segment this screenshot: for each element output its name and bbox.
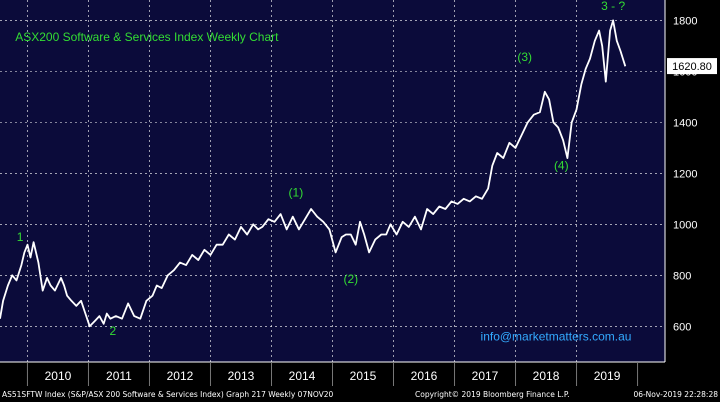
x-tick-label: 2015 <box>350 369 377 383</box>
footer-bar: AS51SFTW Index (S&P/ASX 200 Software & S… <box>0 388 720 402</box>
footer-security-info: AS51SFTW Index (S&P/ASX 200 Software & S… <box>2 390 334 399</box>
last-value-tag: 1620.80 <box>667 58 717 75</box>
y-tick-label: 1000 <box>673 219 697 231</box>
wave-label: (4) <box>554 159 569 173</box>
x-tick-label: 2014 <box>289 369 316 383</box>
gridlines <box>0 0 665 362</box>
wave-label: 3 - ? <box>601 0 625 13</box>
last-value-text: 1620.80 <box>672 61 712 73</box>
x-tick-label: 2017 <box>472 369 499 383</box>
y-tick-label: 1200 <box>673 168 697 180</box>
x-tick-label: 2018 <box>533 369 560 383</box>
x-tick-label: 2019 <box>594 369 621 383</box>
x-tick-label: 2010 <box>45 369 72 383</box>
footer-timestamp: 06-Nov-2019 22:28:28 <box>633 390 718 399</box>
y-axis: 60080010001200140016001800 <box>673 15 697 333</box>
wave-label: (2) <box>343 272 358 286</box>
y-tick-label: 600 <box>673 321 691 333</box>
y-tick-label: 1800 <box>673 15 697 27</box>
watermark-text: info@marketmatters.com.au <box>481 329 632 343</box>
x-tick-label: 2011 <box>106 369 132 383</box>
wave-label: 2 <box>110 324 117 338</box>
wave-label: 1 <box>17 230 24 244</box>
y-tick-label: 800 <box>673 270 691 282</box>
x-tick-label: 2012 <box>167 369 194 383</box>
weekly-line-chart: 2010 2011 2012 2013 2014 2015 2016 2017 2018 2019… <box>0 0 720 388</box>
footer-copyright: Copyright© 2019 Bloomberg Finance L.P. <box>415 390 570 399</box>
x-tick-label: 2016 <box>411 369 438 383</box>
x-tick-label: 2013 <box>228 369 255 383</box>
y-tick-label: 1400 <box>673 117 697 129</box>
x-axis-band <box>0 362 720 388</box>
x-axis: 2010 2011 2012 2013 2014 2015 2016 2017 2018 2019 <box>0 0 720 388</box>
wave-label: (1) <box>289 185 304 199</box>
index-price-line <box>0 19 627 328</box>
wave-annotations: 1 2 (1) (2) (3) (4) 3 - ? <box>17 0 626 338</box>
wave-label: (3) <box>517 50 532 64</box>
chart-title: ASX200 Software & Services Index Weekly … <box>15 30 279 44</box>
